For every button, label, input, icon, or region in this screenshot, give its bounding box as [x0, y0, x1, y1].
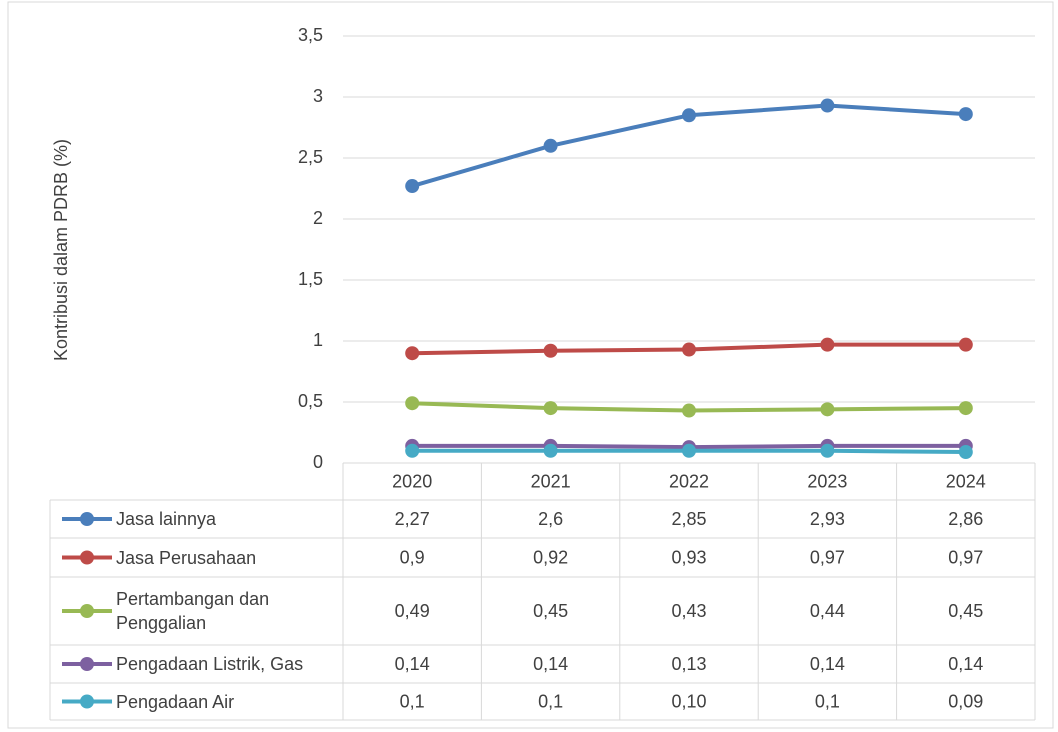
y-tick-label: 0 — [313, 452, 323, 472]
legend-label: Jasa Perusahaan — [116, 547, 257, 568]
table-value: 2,6 — [538, 509, 563, 529]
x-tick-label: 2020 — [392, 471, 432, 491]
marker — [682, 443, 696, 458]
table-value: 0,09 — [948, 691, 983, 711]
marker — [405, 396, 420, 411]
legend-marker — [80, 550, 94, 565]
table-value: 2,85 — [671, 509, 706, 529]
y-tick-label: 0,5 — [298, 391, 323, 411]
marker — [958, 401, 973, 416]
marker — [543, 401, 558, 416]
marker — [682, 403, 696, 418]
table-value: 0,44 — [810, 601, 845, 621]
y-tick-label: 3 — [313, 86, 323, 106]
legend-label: Pengadaan Listrik, Gas — [116, 654, 304, 674]
legend-marker — [80, 657, 94, 671]
marker — [682, 342, 696, 357]
table-value: 0,14 — [395, 654, 430, 674]
marker — [682, 108, 696, 123]
legend-label-box: Jasa Perusahaan — [116, 547, 257, 568]
x-tick-label: 2023 — [807, 471, 847, 491]
marker — [405, 179, 420, 194]
table-value: 0,1 — [815, 691, 840, 711]
y-tick-label: 2,5 — [298, 147, 323, 167]
table-value: 0,14 — [810, 654, 845, 674]
y-tick-label: 2 — [313, 208, 323, 228]
table-value: 0,43 — [671, 601, 706, 621]
table-value: 0,45 — [533, 601, 568, 621]
table-value: 0,13 — [671, 654, 706, 674]
marker — [543, 443, 558, 458]
table-value: 0,1 — [400, 691, 425, 711]
marker — [820, 337, 835, 352]
table-value: 2,27 — [395, 509, 430, 529]
legend-label-box: Jasa lainnya — [116, 509, 217, 529]
marker — [820, 402, 835, 417]
legend-label-box: Pengadaan Listrik, Gas — [116, 654, 304, 674]
y-axis-title: Kontribusi dalam PDRB (%) — [51, 139, 71, 361]
legend-label-box: Pertambangan dan Penggalian — [116, 589, 270, 633]
marker — [405, 346, 420, 361]
table-value: 0,92 — [533, 547, 568, 567]
y-tick-label: 1,5 — [298, 269, 323, 289]
marker — [543, 343, 558, 358]
table-value: 0,10 — [671, 691, 706, 711]
legend-label: Jasa lainnya — [116, 509, 217, 529]
table-value: 0,97 — [810, 547, 845, 567]
legend-label-box: Pengadaan Air — [116, 691, 235, 712]
legend-marker — [80, 694, 94, 709]
legend-marker — [80, 604, 94, 618]
x-tick-label: 2024 — [946, 471, 986, 491]
marker — [820, 443, 835, 458]
marker — [958, 107, 973, 122]
marker — [958, 445, 973, 460]
legend-label: Pertambangan dan Penggalian — [116, 589, 270, 633]
marker — [820, 98, 835, 113]
y-tick-label: 3,5 — [298, 25, 323, 45]
marker — [543, 138, 558, 153]
marker — [958, 337, 973, 352]
chart-border — [7, 1, 1054, 729]
table-value: 0,93 — [671, 547, 706, 567]
table-value: 0,49 — [395, 601, 430, 621]
table-value: 0,9 — [400, 547, 425, 567]
table-value: 0,1 — [538, 691, 563, 711]
table-value: 0,14 — [948, 654, 983, 674]
x-tick-label: 2022 — [669, 471, 709, 491]
table-value: 0,45 — [948, 601, 983, 621]
marker — [405, 443, 420, 458]
table-value: 0,97 — [948, 547, 983, 567]
x-tick-label: 2021 — [531, 471, 571, 491]
table-value: 2,86 — [948, 509, 983, 529]
table-value: 0,14 — [533, 654, 568, 674]
table-value: 2,93 — [810, 509, 845, 529]
legend-marker — [80, 512, 94, 526]
y-tick-label: 1 — [313, 330, 323, 350]
legend-label: Pengadaan Air — [116, 691, 235, 712]
